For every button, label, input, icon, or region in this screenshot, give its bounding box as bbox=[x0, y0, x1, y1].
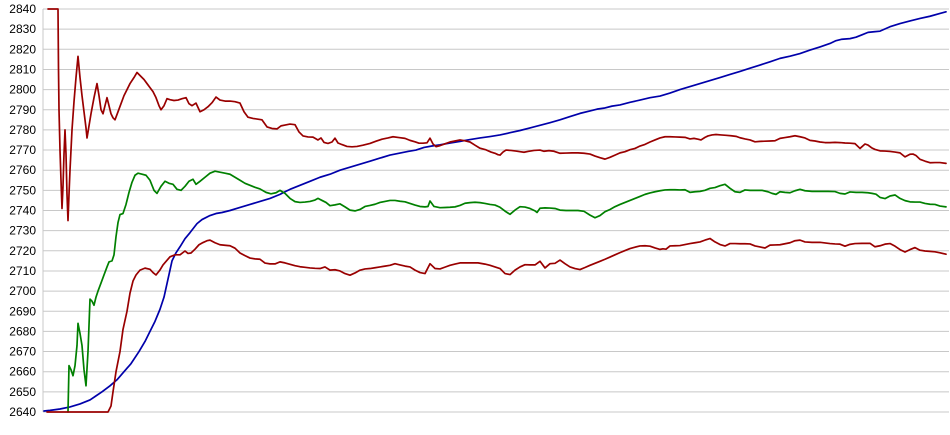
series-group bbox=[43, 8, 947, 413]
y-tick-label: 2660 bbox=[9, 365, 36, 379]
y-tick-label: 2790 bbox=[9, 103, 36, 117]
y-tick-label: 2770 bbox=[9, 143, 36, 157]
y-tick-label: 2670 bbox=[9, 345, 36, 359]
y-tick-label: 2810 bbox=[9, 62, 36, 76]
gridlines-group bbox=[42, 8, 949, 413]
y-tick-label: 2840 bbox=[9, 2, 36, 16]
y-tick-label: 2650 bbox=[9, 385, 36, 399]
y-tick-label: 2800 bbox=[9, 83, 36, 97]
y-tick-label: 2700 bbox=[9, 284, 36, 298]
y-tick-label: 2830 bbox=[9, 22, 36, 36]
y-tick-label: 2640 bbox=[9, 405, 36, 419]
y-tick-label: 2780 bbox=[9, 123, 36, 137]
y-tick-label: 2750 bbox=[9, 183, 36, 197]
y-tick-label: 2730 bbox=[9, 224, 36, 238]
series-dark-red-upper-line bbox=[47, 8, 947, 222]
series-green-line bbox=[67, 170, 947, 413]
y-tick-label: 2740 bbox=[9, 204, 36, 218]
y-axis-labels-group: 2840 2830 2820 2810 2800 2790 2780 2770 2760 2750… bbox=[9, 2, 36, 419]
y-tick-label: 2820 bbox=[9, 42, 36, 56]
y-tick-label: 2680 bbox=[9, 324, 36, 338]
series-blue-line bbox=[43, 10, 947, 412]
y-tick-label: 2690 bbox=[9, 304, 36, 318]
y-tick-label: 2760 bbox=[9, 163, 36, 177]
series-dark-red-lower-line bbox=[46, 237, 947, 413]
y-tick-label: 2710 bbox=[9, 264, 36, 278]
y-tick-label: 2720 bbox=[9, 244, 36, 258]
